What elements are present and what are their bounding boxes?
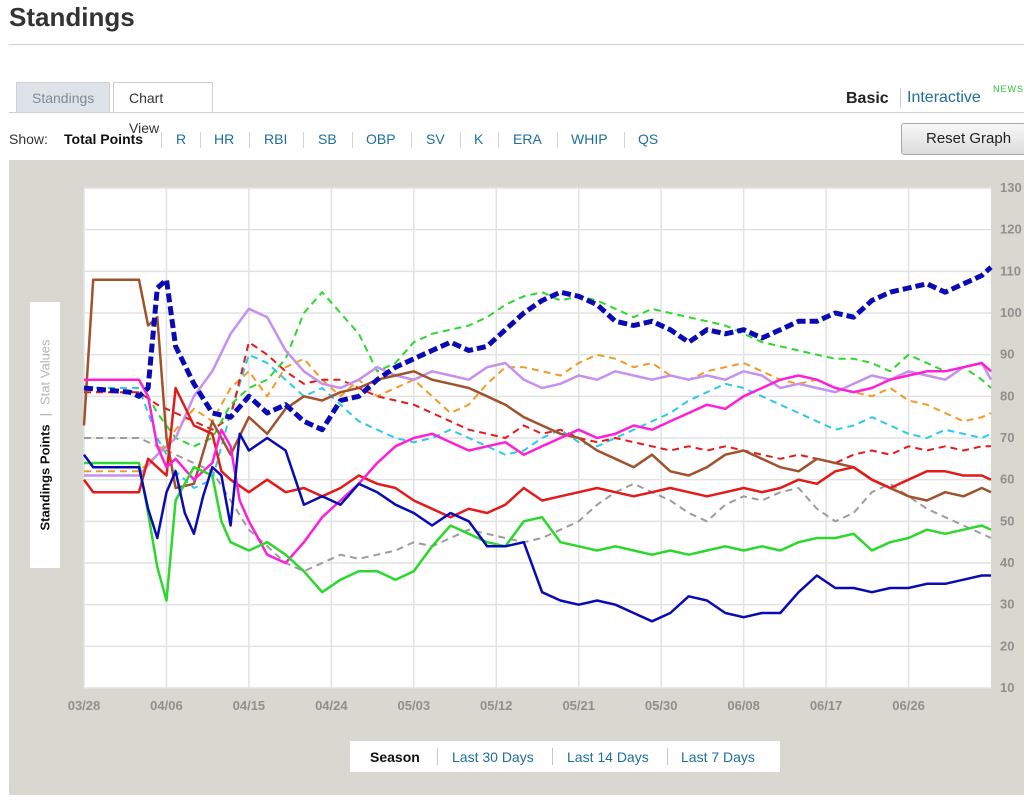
stat-qs[interactable]: QS [638, 131, 659, 147]
series-line[interactable] [84, 361, 992, 565]
stat-separator [200, 132, 201, 148]
stat-separator [498, 132, 499, 148]
x-tick-label: 06/08 [727, 698, 760, 713]
stat-separator [249, 132, 250, 148]
series-line[interactable] [84, 461, 992, 602]
y-tick-label: 70 [1000, 430, 1014, 445]
stat-era[interactable]: ERA [513, 131, 542, 147]
x-tick-label: 04/24 [315, 698, 348, 713]
stat-values-toggle[interactable]: Stat Values [37, 339, 53, 405]
series-line[interactable] [82, 386, 992, 519]
tab-chart-view[interactable]: Chart View [113, 82, 213, 136]
y-tick-label: 60 [1000, 472, 1014, 487]
show-label: Show: [9, 131, 48, 147]
series-line[interactable] [82, 278, 992, 502]
stat-rbi[interactable]: RBI [264, 131, 288, 147]
y-tick-label: 80 [1000, 388, 1014, 403]
tabs-divider [9, 112, 1024, 113]
range-last-14-days[interactable]: Last 14 Days [567, 749, 649, 765]
reset-graph-button[interactable]: Reset Graph [901, 123, 1024, 155]
series-line[interactable] [83, 265, 993, 433]
x-tick-label: 04/15 [233, 698, 266, 713]
range-separator [667, 748, 668, 765]
stat-r[interactable]: R [176, 131, 187, 147]
axis-mode-toggle: Standings Points | Stat Values [30, 302, 60, 568]
range-separator [437, 748, 438, 765]
y-tick-label: 20 [1000, 638, 1014, 653]
stat-separator [161, 132, 162, 148]
standings-chart[interactable]: 10 20 30 40 50 60 70 80 90 100 110 120 130 03/28 04/0… [9, 160, 1024, 795]
axis-toggle-divider: | [37, 412, 53, 417]
x-tick-label: 03/28 [68, 698, 101, 713]
stat-hr[interactable]: HR [214, 131, 235, 147]
stat-separator [460, 132, 461, 148]
y-tick-label: 10 [1000, 680, 1014, 695]
standings-points-toggle[interactable]: Standings Points [37, 424, 53, 531]
page-title: Standings [9, 2, 135, 32]
x-tick-label: 05/21 [562, 698, 595, 713]
range-season[interactable]: Season [370, 749, 420, 765]
range-separator [552, 748, 553, 765]
stat-sb[interactable]: SB [318, 131, 337, 147]
x-tick-label: 04/06 [150, 698, 183, 713]
stat-k[interactable]: K [474, 131, 484, 147]
x-tick-label: 05/12 [480, 698, 513, 713]
series-line[interactable] [84, 341, 991, 464]
y-tick-label: 40 [1000, 555, 1014, 570]
series-line[interactable] [82, 432, 991, 623]
view-basic-toggle[interactable]: Basic [846, 90, 889, 107]
stat-separator [624, 132, 625, 148]
y-tick-label: 100 [1000, 305, 1022, 320]
x-tick-label: 06/17 [810, 698, 843, 713]
tab-standings[interactable]: Standings [16, 82, 110, 112]
view-interactive-toggle[interactable]: Interactive [907, 89, 981, 106]
stat-whip[interactable]: WHIP [571, 131, 608, 147]
stat-sv[interactable]: SV [426, 131, 445, 147]
series-line[interactable] [84, 353, 992, 473]
range-last-7-days[interactable]: Last 7 Days [681, 749, 755, 765]
chart-panel: 10 20 30 40 50 60 70 80 90 100 110 120 130 03/28 04/0… [9, 160, 1024, 795]
stat-separator [352, 132, 353, 148]
y-tick-label: 130 [1000, 180, 1022, 195]
stat-separator [557, 132, 558, 148]
date-range-bar: Season Last 30 Days Last 14 Days Last 7 … [350, 741, 780, 772]
x-tick-label: 05/03 [398, 698, 431, 713]
series-line[interactable] [84, 291, 992, 448]
y-tick-label: 110 [1000, 263, 1021, 278]
series-line[interactable] [84, 437, 992, 573]
new-badge: NEWS [993, 84, 1024, 94]
y-tick-label: 90 [1000, 347, 1014, 362]
stat-obp[interactable]: OBP [366, 131, 396, 147]
view-toggle-divider [900, 88, 901, 108]
series-line[interactable] [84, 307, 993, 477]
series-line[interactable] [84, 353, 992, 489]
x-tick-label: 06/26 [892, 698, 925, 713]
y-tick-label: 30 [1000, 597, 1014, 612]
stat-separator [303, 132, 304, 148]
stat-total-points[interactable]: Total Points [64, 131, 144, 147]
range-last-30-days[interactable]: Last 30 Days [452, 749, 534, 765]
y-tick-label: 50 [1000, 513, 1014, 528]
x-tick-label: 05/30 [645, 698, 678, 713]
stat-separator [411, 132, 412, 148]
y-tick-label: 120 [1000, 222, 1022, 237]
title-divider [9, 44, 1024, 45]
